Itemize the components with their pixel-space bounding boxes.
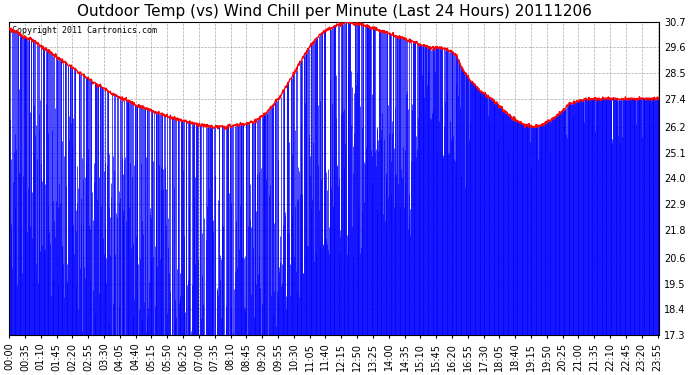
Title: Outdoor Temp (vs) Wind Chill per Minute (Last 24 Hours) 20111206: Outdoor Temp (vs) Wind Chill per Minute … [77, 4, 592, 19]
Text: Copyright 2011 Cartronics.com: Copyright 2011 Cartronics.com [12, 26, 157, 35]
